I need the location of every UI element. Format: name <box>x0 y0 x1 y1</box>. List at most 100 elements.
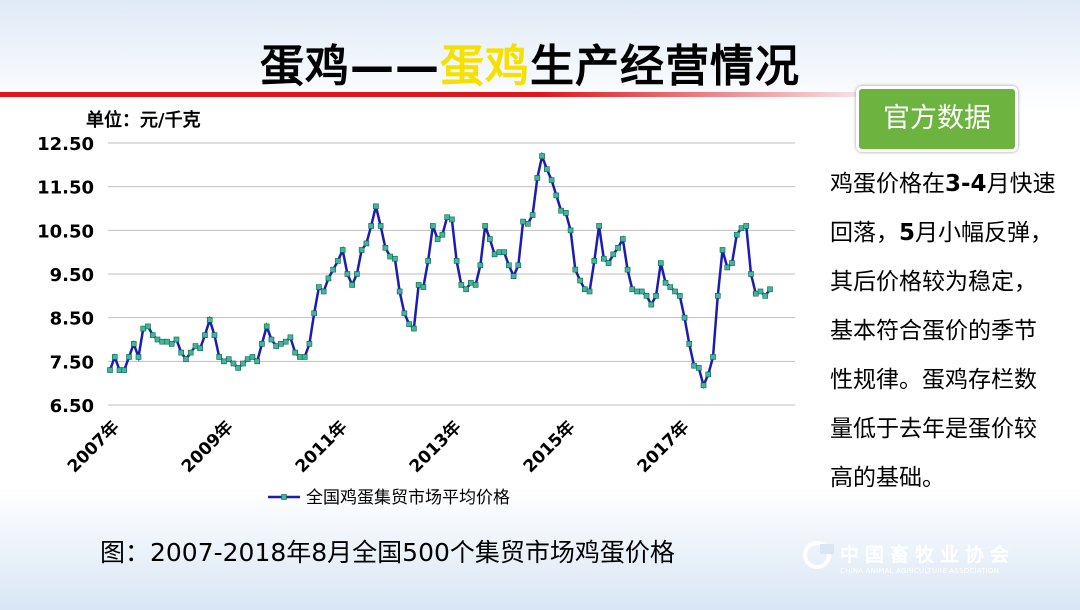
logo-icon <box>803 541 834 569</box>
logo-english: CHINA ANIMAL AGRICULTURE ASSOCIATION <box>840 567 1000 575</box>
point <box>183 356 189 362</box>
point <box>121 367 128 373</box>
point <box>225 356 232 362</box>
point <box>249 354 256 360</box>
y-tick-label: 7.50 <box>50 352 94 373</box>
point <box>563 210 569 216</box>
note-text: 月快速回落， <box>830 171 1056 246</box>
point <box>192 343 199 349</box>
point <box>672 288 678 295</box>
point <box>582 286 588 293</box>
x-tick-label: 2013年 <box>405 417 465 477</box>
point <box>520 218 526 225</box>
point <box>463 286 469 293</box>
x-tick-label: 2017年 <box>633 417 693 477</box>
point <box>325 275 332 282</box>
point <box>211 332 218 338</box>
point <box>268 336 275 343</box>
point <box>605 260 612 266</box>
point <box>638 288 645 295</box>
point <box>244 356 251 362</box>
point <box>339 247 346 253</box>
point <box>387 253 393 260</box>
point <box>363 240 370 247</box>
point <box>752 290 759 297</box>
point <box>510 273 517 279</box>
point <box>149 332 156 338</box>
point <box>354 271 360 277</box>
point <box>577 277 583 284</box>
point <box>330 266 336 273</box>
y-tick-label: 6.50 <box>50 396 94 417</box>
point <box>767 286 773 293</box>
point <box>705 371 712 378</box>
point <box>634 288 640 295</box>
point <box>396 288 403 295</box>
point <box>411 325 417 332</box>
legend-marker <box>281 494 287 500</box>
point <box>130 341 137 347</box>
point <box>558 207 564 214</box>
point <box>591 258 598 264</box>
point <box>615 245 621 251</box>
point <box>382 245 389 251</box>
point <box>643 293 650 299</box>
point <box>691 362 697 369</box>
point <box>501 249 507 255</box>
y-tick-label: 9.50 <box>50 265 94 286</box>
point <box>373 203 379 210</box>
point <box>748 271 754 277</box>
point <box>620 236 626 242</box>
point <box>297 354 303 360</box>
point <box>648 301 655 308</box>
point <box>316 284 322 290</box>
point <box>406 321 412 328</box>
point <box>544 166 550 172</box>
point <box>724 264 731 271</box>
y-tick-label: 10.50 <box>37 221 94 242</box>
point <box>368 223 374 229</box>
point <box>610 251 617 258</box>
title-part: 蛋鸡—— <box>260 41 440 92</box>
point <box>695 365 702 371</box>
point <box>273 343 279 349</box>
point <box>567 227 574 234</box>
point <box>453 258 460 264</box>
point <box>686 341 693 347</box>
point <box>529 212 536 218</box>
badge: 官方数据 <box>856 86 1018 152</box>
point <box>254 358 260 365</box>
point <box>729 260 735 266</box>
point <box>306 341 313 347</box>
point <box>553 192 560 199</box>
point <box>757 288 764 295</box>
point <box>145 323 151 330</box>
point <box>401 310 408 317</box>
point <box>164 338 170 345</box>
unit-label: 单位：元/千克 <box>86 109 201 131</box>
point <box>335 258 341 264</box>
point <box>278 341 284 347</box>
point <box>430 223 436 229</box>
note-text: 5 <box>899 220 916 246</box>
point <box>311 310 317 317</box>
point <box>477 262 484 269</box>
x-tick-label: 2015年 <box>519 417 579 477</box>
point <box>624 266 631 273</box>
point <box>439 231 446 238</box>
point <box>187 349 194 356</box>
note-text: 3-4 <box>945 171 987 197</box>
point <box>197 345 204 352</box>
point <box>676 293 683 299</box>
note-text: 鸡蛋价格在 <box>830 171 945 197</box>
point <box>539 153 545 159</box>
point <box>216 354 223 360</box>
point <box>662 279 669 286</box>
point <box>415 282 422 288</box>
point <box>420 284 427 290</box>
point <box>202 332 208 338</box>
point <box>472 282 479 288</box>
point <box>111 354 118 360</box>
point <box>596 223 602 229</box>
